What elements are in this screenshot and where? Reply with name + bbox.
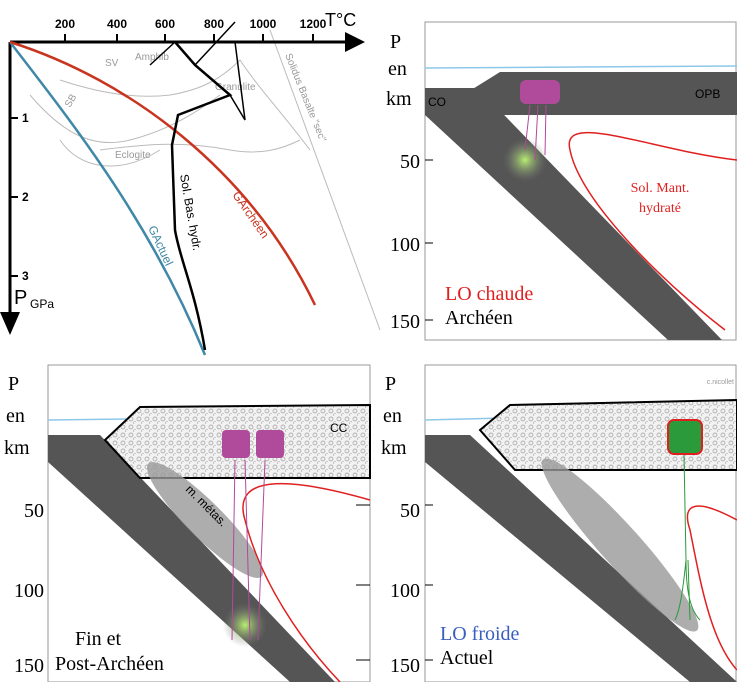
field-label: Granulite [215,82,256,93]
depth-tick: 50 [400,500,420,522]
curve-label: Solidus Basalte "sec" [282,52,328,144]
axis-label: en [388,58,407,80]
pt-diagram: 200 400 600 800 1000 1200 T°C 1 2 3 P GP… [0,10,381,356]
axis-label: en [6,405,25,427]
axis-label: km [4,437,30,459]
t-tick: 1000 [250,17,277,31]
axis-label: P [390,31,401,53]
caption: Fin et [75,628,122,650]
p-unit: GPa [30,297,54,311]
caption: Actuel [440,647,494,669]
t-tick: 600 [155,17,175,31]
t-tick: 400 [107,17,127,31]
depth-tick: 150 [390,655,420,677]
p-label: P [14,287,27,309]
depth-tick: 50 [400,151,420,173]
axis-label: P [385,373,396,395]
depth-tick: 150 [390,311,420,333]
caption: LO chaude [445,283,533,305]
depth-tick: 50 [24,500,44,522]
p-tick: 3 [22,269,29,283]
t-label: T°C [325,10,356,30]
axis-label: P [8,373,19,395]
caption: Post-Archéen [55,653,164,675]
mantle-label: hydraté [639,201,681,216]
plate-label: OPB [695,87,720,101]
field-label: SB [63,92,79,109]
curve-label: GArchéen [230,189,272,241]
t-tick: 800 [204,17,224,31]
crust-label: CC [330,421,348,435]
axis-label: en [383,405,402,427]
panel-present: P en km 50 100 150 c.nicollet LO froide … [381,364,737,682]
depth-tick: 100 [390,580,420,602]
axis-label: km [386,88,412,110]
curve-label: Sol. Bas. hydr. [177,173,204,252]
axis-label: km [381,437,407,459]
p-tick: 1 [22,111,29,125]
panel-post-archean: P en km 50 100 150 CC m. métas. Fin et P… [4,364,371,682]
credit: c.nicollet [707,379,734,386]
depth-tick: 150 [14,655,44,677]
field-label: Eclogite [115,150,151,161]
curve-label: GActuel [145,223,176,268]
t-tick: 200 [55,17,75,31]
mantle-label: Sol. Mant. [631,181,690,196]
plate-label: CO [428,95,446,109]
caption: LO froide [440,623,520,645]
depth-tick: 100 [390,234,420,256]
caption: Archéen [445,307,513,329]
field-label: Amphib [135,52,169,63]
field-label: SV [105,58,119,69]
p-tick: 2 [22,190,29,204]
t-tick: 1200 [300,17,327,31]
panel-archean: P en km 50 100 150 CO OPB Sol. Mant. hyd… [386,21,737,341]
depth-tick: 100 [14,580,44,602]
